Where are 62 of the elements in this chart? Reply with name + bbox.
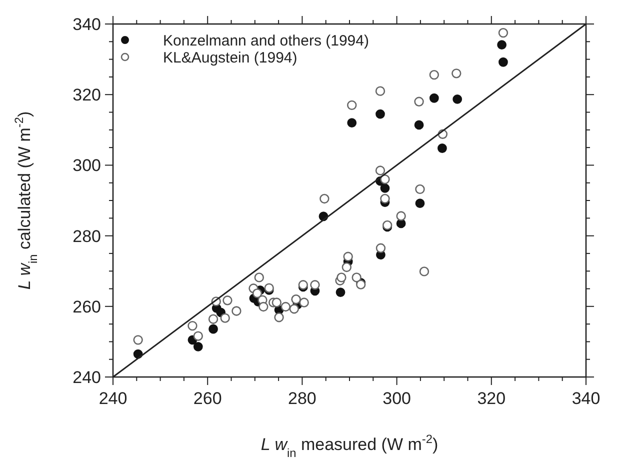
point	[452, 68, 462, 78]
point	[252, 288, 262, 298]
point	[336, 272, 346, 282]
point	[498, 57, 508, 67]
x-tick-label: 340	[572, 389, 600, 408]
point	[208, 324, 218, 334]
point	[254, 272, 264, 282]
point	[343, 252, 353, 262]
point	[414, 120, 424, 130]
point	[380, 183, 390, 193]
point	[347, 100, 357, 110]
point	[375, 86, 386, 96]
point	[429, 70, 440, 80]
point	[188, 320, 198, 331]
point	[289, 304, 300, 314]
point	[320, 194, 330, 204]
point	[352, 272, 362, 282]
x-tick-label: 260	[193, 389, 222, 408]
point	[376, 243, 386, 254]
point	[208, 314, 218, 324]
point	[375, 166, 386, 176]
point	[299, 298, 309, 308]
point	[347, 118, 357, 128]
y-tick-label: 300	[72, 156, 101, 176]
x-axis-title: L w$_{in}$ measured (W m$^{-2}$)	[260, 432, 438, 458]
point	[133, 335, 143, 345]
point	[380, 194, 390, 204]
point	[438, 144, 447, 153]
point	[193, 331, 203, 341]
point	[274, 312, 284, 322]
point	[272, 298, 282, 308]
point	[396, 211, 406, 221]
legend-label: KL&Augstein (1994)	[163, 49, 298, 66]
point	[222, 296, 232, 306]
y-tick-label: 280	[72, 226, 101, 246]
point	[258, 302, 268, 312]
point	[380, 174, 390, 184]
point	[498, 28, 508, 38]
point	[336, 288, 346, 297]
x-tick-label: 300	[382, 389, 411, 408]
point	[415, 184, 425, 194]
y-tick-label: 340	[72, 14, 101, 34]
point	[280, 302, 290, 312]
point	[193, 342, 203, 352]
point	[414, 96, 424, 107]
y-tick-label: 320	[72, 86, 101, 105]
point	[220, 313, 230, 323]
point	[429, 93, 439, 103]
point	[452, 94, 462, 104]
x-tick-label: 280	[288, 389, 316, 408]
point	[342, 262, 352, 272]
point	[232, 306, 242, 316]
y-tick-label: 240	[72, 368, 101, 387]
x-tick-label: 240	[98, 389, 128, 408]
point	[310, 280, 320, 290]
legend-label: Konzelmann and others (1994)	[163, 32, 369, 50]
x-tick-label: 320	[477, 389, 506, 408]
point	[419, 266, 430, 276]
point	[497, 40, 507, 50]
point	[376, 109, 385, 119]
y-tick-label: 260	[72, 297, 101, 316]
point	[415, 198, 425, 208]
